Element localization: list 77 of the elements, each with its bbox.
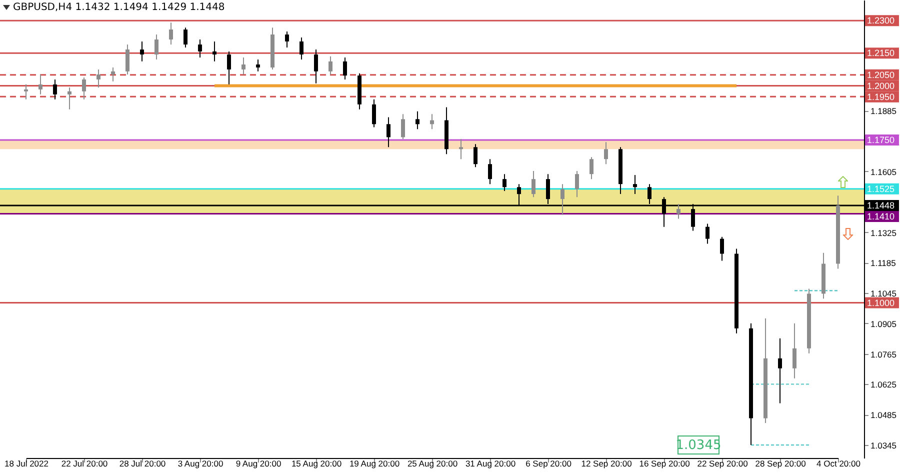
candlestick [184, 27, 188, 48]
x-tick-label: 6 Sep 20:00 [526, 458, 572, 468]
candlestick [38, 74, 42, 95]
candlestick [372, 98, 376, 128]
ref-line-label: 1.1000 [867, 298, 895, 308]
x-tick-label: 22 Jul 20:00 [61, 458, 108, 468]
candlestick [126, 44, 130, 75]
candlestick [212, 40, 216, 62]
y-tick-label: 1.1885 [870, 106, 897, 116]
candlestick [575, 170, 579, 198]
candlestick [242, 57, 246, 75]
candlestick [778, 338, 782, 404]
candlestick [285, 30, 289, 48]
candlestick [198, 39, 202, 58]
candlestick [502, 174, 506, 192]
candlestick [416, 110, 420, 130]
x-tick-label: 18 Jul 2022 [4, 458, 49, 468]
candlestick [706, 223, 710, 244]
candlestick [314, 48, 318, 84]
x-tick-label: 15 Aug 20:00 [291, 458, 342, 468]
candlestick [590, 156, 594, 180]
y-tick-label: 1.0345 [870, 440, 897, 450]
y-tick-label: 1.0905 [870, 318, 897, 329]
candlestick [53, 78, 57, 100]
candlestick [111, 67, 115, 82]
candlestick [676, 204, 680, 220]
x-tick-label: 31 Aug 20:00 [465, 458, 516, 468]
x-tick-label: 3 Aug 20:00 [178, 458, 224, 468]
x-tick-label: 19 Aug 20:00 [349, 458, 400, 468]
candlestick [604, 142, 608, 165]
x-tick-label: 28 Sep 20:00 [755, 458, 806, 468]
chart-title: GBPUSD,H4 1.1432 1.1494 1.1429 1.1448 [13, 2, 225, 13]
candlestick [401, 114, 405, 140]
candlestick [256, 58, 260, 72]
candlestick [328, 56, 332, 75]
y-tick-label: 1.1325 [870, 228, 897, 238]
ref-line-label: 1.2050 [867, 70, 895, 80]
candlestick [633, 174, 637, 195]
x-tick-label: 9 Aug 20:00 [236, 458, 282, 468]
ref-line-label: 1.1525 [867, 184, 895, 194]
y-tick-label: 1.1045 [870, 288, 897, 299]
candlestick [792, 322, 796, 379]
x-tick-label: 4 Oct 20:00 [816, 458, 861, 468]
candlestick [532, 170, 536, 198]
x-tick-label: 28 Jul 20:00 [119, 458, 166, 468]
ref-line-label: 1.2000 [867, 80, 895, 91]
candlestick [96, 68, 100, 88]
candlestick [720, 236, 724, 262]
candlestick [227, 50, 231, 85]
x-tick-label: 25 Aug 20:00 [407, 458, 458, 468]
y-tick-label: 1.0765 [870, 349, 897, 360]
candlestick [140, 40, 144, 62]
y-tick-label: 1.0485 [870, 410, 897, 420]
ref-line-label: 1.1410 [867, 212, 895, 222]
candlestick [386, 116, 390, 148]
candlestick [24, 84, 28, 100]
candlestick [474, 144, 478, 168]
candlestick [154, 34, 158, 60]
candlestick [68, 86, 72, 110]
candlestick [459, 138, 463, 160]
candlestick [82, 76, 86, 100]
ref-line-label: 1.1448 [867, 200, 895, 211]
y-tick-label: 1.1185 [870, 258, 896, 268]
y-tick-label: 1.0625 [870, 380, 897, 390]
ref-line-label: 1.2300 [867, 16, 895, 26]
y-tick-label: 1.1605 [870, 166, 897, 177]
candlestick [560, 184, 564, 216]
ref-line-label: 1.1950 [867, 92, 895, 102]
candlestick [300, 37, 304, 60]
candlestick [343, 57, 347, 80]
x-tick-label: 12 Sep 20:00 [581, 458, 632, 468]
x-tick-label: 22 Sep 20:00 [697, 458, 748, 468]
candlestick [488, 158, 492, 185]
ref-line-label: 1.1750 [867, 135, 895, 146]
ref-line-label: 1.2150 [867, 48, 895, 58]
candlestick [169, 22, 173, 45]
x-tick-label: 16 Sep 20:00 [639, 458, 690, 468]
